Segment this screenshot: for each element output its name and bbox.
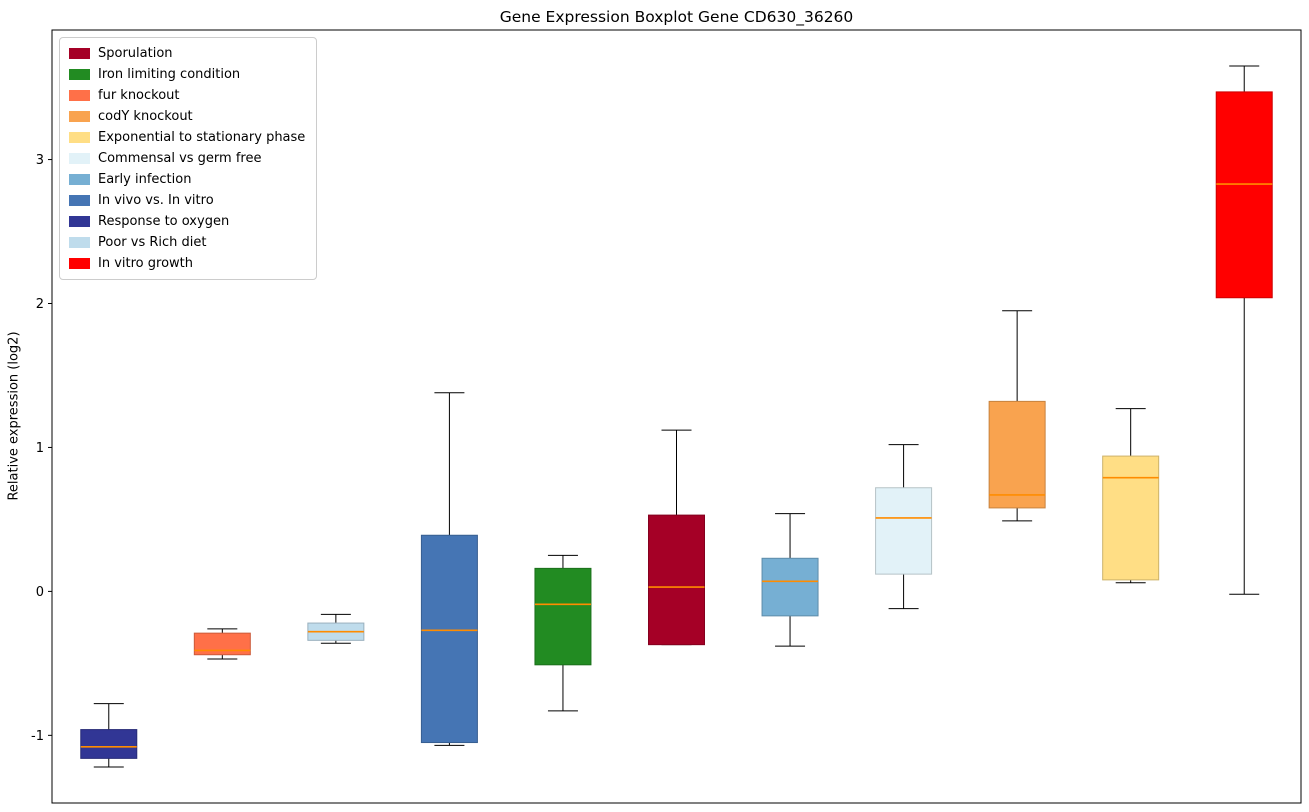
legend-label: Early infection: [98, 172, 192, 187]
box: [80, 729, 138, 759]
boxplot-4: [534, 554, 592, 712]
box: [648, 514, 705, 646]
chart-title: Gene Expression Boxplot Gene CD630_36260: [499, 8, 854, 26]
legend-label: In vitro growth: [98, 256, 193, 271]
legend-color-swatch: [69, 90, 90, 101]
legend-label: codY knockout: [98, 109, 193, 124]
legend-color-swatch: [69, 258, 90, 269]
box: [875, 487, 933, 575]
legend-item: In vivo vs. In vitro: [69, 192, 305, 209]
legend-item: codY knockout: [69, 108, 305, 125]
boxplot-7: [875, 444, 933, 610]
legend-item: Commensal vs germ free: [69, 150, 305, 167]
legend-color-swatch: [69, 153, 90, 164]
legend-color-swatch: [69, 69, 90, 80]
box: [420, 534, 478, 744]
boxplot-5: [648, 429, 705, 646]
boxplot-6: [761, 513, 819, 647]
box: [761, 557, 819, 617]
box: [988, 400, 1046, 509]
legend: Sporulation Iron limiting condition fur kn…: [59, 37, 318, 280]
legend-label: fur knockout: [98, 88, 180, 103]
legend-item: Exponential to stationary phase: [69, 129, 305, 146]
legend-color-swatch: [69, 216, 90, 227]
legend-label: Sporulation: [98, 46, 173, 61]
legend-color-swatch: [69, 237, 90, 248]
boxplot-2: [307, 613, 365, 644]
legend-label: Iron limiting condition: [98, 67, 241, 82]
legend-item: Poor vs Rich diet: [69, 234, 305, 251]
y-tick-label: 2: [36, 297, 44, 312]
box: [534, 567, 592, 666]
legend-label: Response to oxygen: [98, 214, 230, 229]
legend-color-swatch: [69, 195, 90, 206]
legend-color-swatch: [69, 174, 90, 185]
box: [1102, 455, 1160, 581]
box: [193, 632, 251, 656]
legend-item: fur knockout: [69, 87, 305, 104]
axes-frame: [51, 29, 1302, 804]
legend-color-swatch: [69, 48, 90, 59]
box: [1215, 91, 1273, 299]
legend-color-swatch: [69, 132, 90, 143]
legend-item: Response to oxygen: [69, 213, 305, 230]
boxplot-10: [1215, 65, 1273, 595]
boxplot-3: [420, 392, 478, 746]
y-tick-label: 1: [36, 441, 44, 456]
boxplot-0: [80, 703, 138, 768]
legend-item: Early infection: [69, 171, 305, 188]
legend-color-swatch: [69, 111, 90, 122]
legend-item: Sporulation: [69, 45, 305, 62]
legend-item: In vitro growth: [69, 255, 305, 272]
boxplot-8: [988, 310, 1046, 522]
y-tick-label: -1: [31, 729, 44, 744]
y-tick-label: 3: [36, 153, 44, 168]
legend-label: In vivo vs. In vitro: [98, 193, 214, 208]
y-tick-label: 0: [36, 585, 44, 600]
legend-label: Poor vs Rich diet: [98, 235, 207, 250]
legend-label: Exponential to stationary phase: [98, 130, 306, 145]
legend-label: Commensal vs germ free: [98, 151, 262, 166]
boxplot-9: [1102, 408, 1160, 584]
boxplot-1: [193, 628, 251, 660]
legend-item: Iron limiting condition: [69, 66, 305, 83]
